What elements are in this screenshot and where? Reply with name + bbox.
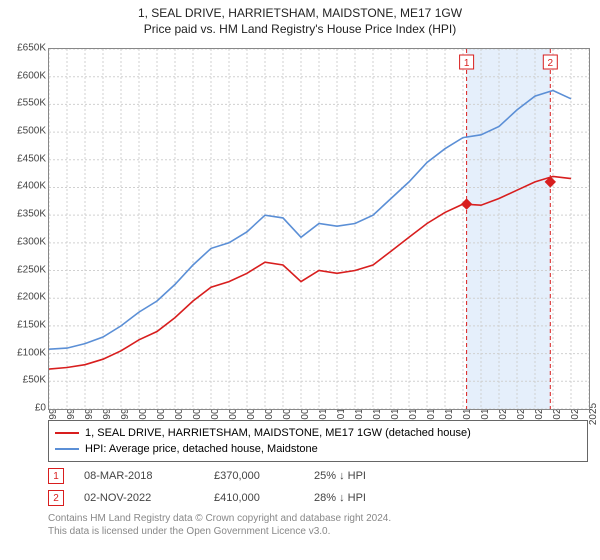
svg-text:2: 2 bbox=[548, 58, 554, 69]
sale-price-1: £370,000 bbox=[214, 470, 294, 482]
sale-price-2: £410,000 bbox=[214, 492, 294, 504]
y-tick-label: £350K bbox=[2, 209, 46, 220]
footer: Contains HM Land Registry data © Crown c… bbox=[48, 512, 588, 538]
sale-row-2: 2 02-NOV-2022 £410,000 28% ↓ HPI bbox=[48, 488, 588, 508]
legend-label-hpi: HPI: Average price, detached house, Maid… bbox=[85, 441, 318, 457]
title-subtitle: Price paid vs. HM Land Registry's House … bbox=[0, 22, 600, 36]
sale-delta-2: 28% ↓ HPI bbox=[314, 492, 404, 504]
legend-row-hpi: HPI: Average price, detached house, Maid… bbox=[55, 441, 581, 457]
legend-label-property: 1, SEAL DRIVE, HARRIETSHAM, MAIDSTONE, M… bbox=[85, 425, 471, 441]
title-block: 1, SEAL DRIVE, HARRIETSHAM, MAIDSTONE, M… bbox=[0, 0, 600, 36]
footer-line-2: This data is licensed under the Open Gov… bbox=[48, 525, 588, 538]
svg-text:1: 1 bbox=[464, 58, 470, 69]
sale-date-1: 08-MAR-2018 bbox=[84, 470, 194, 482]
sale-date-2: 02-NOV-2022 bbox=[84, 492, 194, 504]
y-tick-label: £450K bbox=[2, 153, 46, 164]
y-tick-label: £300K bbox=[2, 236, 46, 247]
sales-block: 1 08-MAR-2018 £370,000 25% ↓ HPI 2 02-NO… bbox=[48, 464, 588, 510]
y-tick-label: £400K bbox=[2, 181, 46, 192]
sale-row-1: 1 08-MAR-2018 £370,000 25% ↓ HPI bbox=[48, 466, 588, 486]
chart-container: 1, SEAL DRIVE, HARRIETSHAM, MAIDSTONE, M… bbox=[0, 0, 600, 560]
sale-delta-1: 25% ↓ HPI bbox=[314, 470, 404, 482]
legend-box: 1, SEAL DRIVE, HARRIETSHAM, MAIDSTONE, M… bbox=[48, 420, 588, 462]
footer-line-1: Contains HM Land Registry data © Crown c… bbox=[48, 512, 588, 525]
chart-svg: 12 bbox=[49, 49, 589, 409]
legend-row-property: 1, SEAL DRIVE, HARRIETSHAM, MAIDSTONE, M… bbox=[55, 425, 581, 441]
y-tick-label: £250K bbox=[2, 264, 46, 275]
legend-swatch-property bbox=[55, 432, 79, 434]
y-tick-label: £650K bbox=[2, 43, 46, 54]
y-tick-label: £600K bbox=[2, 70, 46, 81]
title-address: 1, SEAL DRIVE, HARRIETSHAM, MAIDSTONE, M… bbox=[0, 6, 600, 20]
sale-marker-2: 2 bbox=[48, 490, 64, 506]
chart-plot-area: 12 bbox=[48, 48, 590, 410]
sale-marker-1: 1 bbox=[48, 468, 64, 484]
y-tick-label: £100K bbox=[2, 347, 46, 358]
y-tick-label: £550K bbox=[2, 98, 46, 109]
legend-swatch-hpi bbox=[55, 448, 79, 450]
y-tick-label: £200K bbox=[2, 292, 46, 303]
y-tick-label: £0 bbox=[2, 403, 46, 414]
y-tick-label: £50K bbox=[2, 375, 46, 386]
y-tick-label: £150K bbox=[2, 319, 46, 330]
y-tick-label: £500K bbox=[2, 126, 46, 137]
